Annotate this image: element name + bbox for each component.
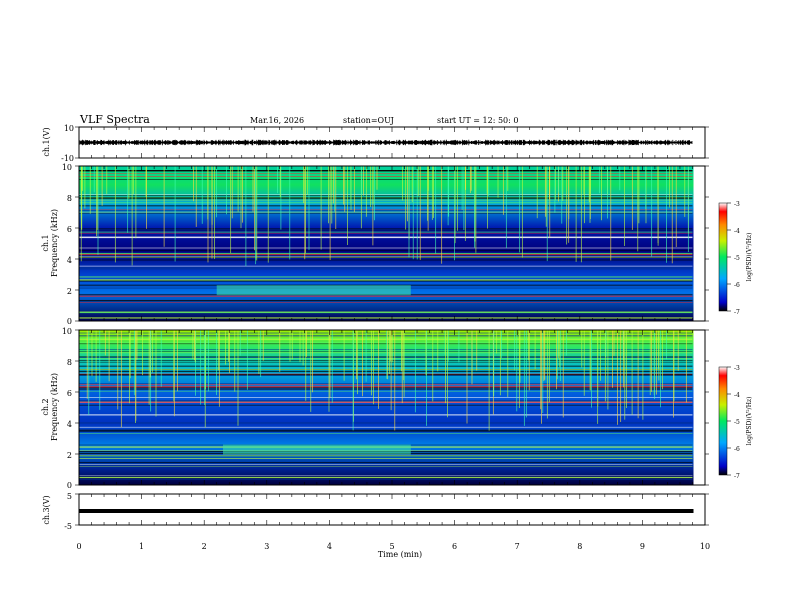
ch1-colorbar-ticks [727,202,731,312]
ch2-spectrogram-ylabel: Frequency (kHz) [50,373,59,441]
x-axis: 0 1 2 3 4 5 6 7 8 9 10 Time (min) [76,542,710,559]
ch1-spectrogram-ticks [75,165,709,322]
ch1-waveform-ticks [75,126,709,159]
ch2-ytick-0: 0 [67,481,72,490]
xtick-9: 9 [640,542,645,551]
ch1-ytick-bottom: -10 [61,154,74,163]
ch1-colorbar-label: log(PSD)(V²/Hz) [746,233,753,282]
ch2-colorbar-tick-m7: -7 [734,473,740,480]
ch1-ytick-2: 2 [67,287,72,296]
ch2-colorbar [718,366,728,476]
figure-title: VLF Spectra [79,113,150,126]
ch2-spectrogram-ticks [75,329,709,486]
ch1-waveform-ylabel: ch.1(V) [42,127,51,156]
ch2-colorbar-tick-m3: -3 [734,365,740,372]
ch3-waveform-ticks [75,493,709,526]
xtick-1: 1 [139,542,144,551]
ch1-waveform-panel: 10 -10 ch.1(V) [42,124,709,163]
ch1-colorbar-tick-m6: -6 [734,282,740,289]
ch2-ytick-6: 6 [67,389,72,398]
ch1-ytick-top: 10 [64,124,74,133]
ch3-waveform-panel: 5 -5 ch.3(V) [42,492,709,531]
ch1-spectrogram-channel-label: ch.1 [41,234,50,251]
ch2-colorbar-tick-m4: -4 [734,392,740,399]
xtick-7: 7 [515,542,520,551]
emission-band [216,285,411,296]
emission-band [223,444,411,455]
ch1-ytick-0: 0 [67,317,72,326]
ch1-spectrogram-panel: 0 2 4 6 8 10 ch.1 Frequency (kHz) -3 -4 … [41,163,753,326]
xtick-10: 10 [700,542,710,551]
date-label: Mar.16, 2026 [250,116,304,125]
xtick-4: 4 [327,542,332,551]
xtick-0: 0 [76,542,81,551]
ch1-ytick-6: 6 [67,225,72,234]
ch1-colorbar-tick-m4: -4 [734,228,740,235]
xtick-2: 2 [202,542,207,551]
start-time-label: start UT = 12: 50: 0 [437,116,518,125]
ch1-spectrogram-lines [79,166,693,319]
xtick-3: 3 [264,542,269,551]
ch3-waveform-trace [79,509,694,513]
ch1-colorbar [718,202,728,312]
ch1-spectrogram-ylabel: Frequency (kHz) [50,209,59,277]
ch2-spectrogram-panel: 0 2 4 6 8 10 ch.2 Frequency (kHz) -3 -4 … [41,327,753,490]
ch2-ytick-10: 10 [62,327,72,336]
ch1-colorbar-tick-m3: -3 [734,201,740,208]
ch2-colorbar-tick-m6: -6 [734,446,740,453]
ch3-ytick-top: 5 [67,492,72,501]
station-label: station=OUJ [343,116,394,125]
ch2-ytick-4: 4 [67,420,72,429]
ch2-colorbar-ticks [727,366,731,476]
ch3-ytick-bottom: -5 [64,522,72,531]
ch2-ytick-8: 8 [67,358,72,367]
ch2-colorbar-tick-m5: -5 [734,419,740,426]
x-axis-label: Time (min) [378,550,422,559]
ch2-spectrogram-lines [79,330,693,480]
ch3-waveform-ylabel: ch.3(V) [42,495,51,524]
ch2-spectrogram-channel-label: ch.2 [41,398,50,415]
xtick-6: 6 [452,542,457,551]
ch1-colorbar-tick-m7: -7 [734,309,740,316]
ch1-ytick-4: 4 [67,256,72,265]
xtick-8: 8 [577,542,582,551]
ch2-ytick-2: 2 [67,451,72,460]
ch1-ytick-10: 10 [62,163,72,172]
xtick-5: 5 [389,542,394,551]
ch1-ytick-8: 8 [67,194,72,203]
ch1-waveform-path [79,139,693,146]
ch1-waveform-trace [79,139,693,146]
ch1-colorbar-tick-m5: -5 [734,255,740,262]
ch2-colorbar-label: log(PSD)(V²/Hz) [746,397,753,446]
